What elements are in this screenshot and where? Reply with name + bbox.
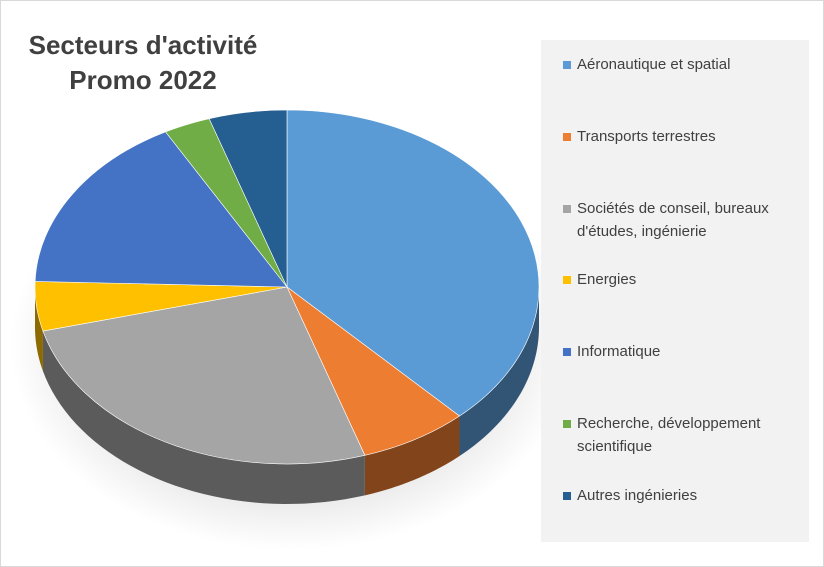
pie-slice-3 <box>42 286 366 465</box>
legend-swatch-4 <box>563 276 571 284</box>
pie-slice-5 <box>34 131 288 288</box>
legend-swatch-3 <box>563 205 571 213</box>
legend: Aéronautique et spatial Transports terres… <box>541 40 809 542</box>
legend-label-7: Autres ingénieries <box>577 487 698 504</box>
legend-label-2: Transports terrestres <box>577 128 716 145</box>
pie-slice-side-3 <box>42 331 365 504</box>
pie-slice-side-1 <box>459 287 539 457</box>
pie-sides <box>35 287 539 504</box>
pie-slice-side-2 <box>364 416 460 496</box>
pie-tops <box>34 109 540 465</box>
legend-item-7: Autres ingénieries <box>563 484 803 507</box>
legend-swatch-2 <box>563 133 571 141</box>
pie-slice-1 <box>286 109 540 417</box>
legend-label-1: Aéronautique et spatial <box>577 56 731 73</box>
legend-item-1: Aéronautique et spatial <box>563 53 803 76</box>
legend-item-3: Sociétés de conseil, bureaux d'études, i… <box>563 197 803 243</box>
legend-swatch-6 <box>563 420 571 428</box>
chart-title: Secteurs d'activité Promo 2022 <box>0 28 286 98</box>
legend-item-6: Recherche, développement scientifique <box>563 412 803 458</box>
legend-label-6: Recherche, développement scientifique <box>577 415 761 455</box>
pie-slice-7 <box>208 109 288 288</box>
legend-label-5: Informatique <box>577 343 661 360</box>
legend-item-4: Energies <box>563 268 803 291</box>
legend-swatch-1 <box>563 61 571 69</box>
chart-title-line-1: Secteurs d'activité <box>28 30 258 60</box>
chart-title-line-2: Promo 2022 <box>69 65 217 95</box>
pie-slice-side-4 <box>35 287 43 372</box>
legend-label-4: Energies <box>577 271 637 288</box>
legend-item-2: Transports terrestres <box>563 125 803 148</box>
legend-swatch-5 <box>563 348 571 356</box>
pie-slice-2 <box>286 286 461 456</box>
legend-label-3: Sociétés de conseil, bureaux d'études, i… <box>577 200 769 240</box>
legend-item-5: Informatique <box>563 340 803 363</box>
legend-swatch-7 <box>563 492 571 500</box>
